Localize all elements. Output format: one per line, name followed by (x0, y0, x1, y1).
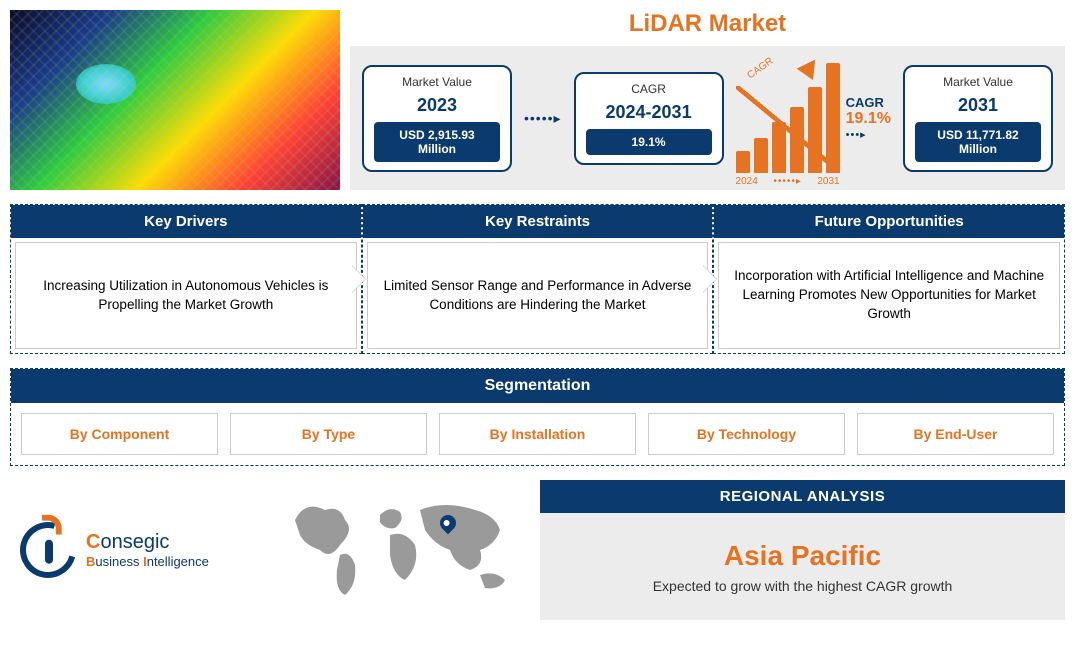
logo-rest: usiness (95, 554, 143, 569)
cagr-viz-wrap: CAGR 2024 •••••▸ 2031 CAGR 19.1% •••▸ (736, 63, 891, 173)
seg-item-technology: By Technology (648, 413, 845, 455)
world-map-block (280, 480, 530, 620)
driver-card-key-restraints: Key Restraints Limited Sensor Range and … (362, 204, 714, 354)
segmentation-section: Segmentation By Component By Type By Ins… (10, 368, 1065, 466)
cagr-years: 2024 •••••▸ 2031 (736, 176, 840, 187)
driver-header: Future Opportunities (714, 205, 1064, 238)
stat-value: USD 2,915.93 Million (374, 122, 500, 162)
stat-card-cagr: CAGR 2024-2031 19.1% (574, 72, 724, 165)
cagr-year-start: 2024 (736, 176, 758, 187)
stat-card-2023: Market Value 2023 USD 2,915.93 Million (362, 65, 512, 172)
cagr-trend-line (736, 86, 830, 163)
cagr-bar-chart: CAGR 2024 •••••▸ 2031 (736, 63, 840, 173)
bottom-row: Consegic Business Intelligence REGIONAL … (10, 480, 1065, 620)
logo-block: Consegic Business Intelligence (10, 480, 270, 620)
stat-year: 2024-2031 (606, 102, 692, 123)
cagr-text-pct: 19.1% (846, 110, 891, 128)
regional-region-name: Asia Pacific (724, 540, 881, 572)
logo-b: B (86, 554, 95, 569)
driver-card-future-opportunities: Future Opportunities Incorporation with … (713, 204, 1065, 354)
stat-label: Market Value (943, 75, 1013, 89)
logo-rest: ntelligence (147, 554, 209, 569)
driver-header: Key Drivers (11, 205, 361, 238)
logo-rest: onsegic (100, 531, 169, 553)
title-block: LiDAR Market Market Value 2023 USD 2,915… (350, 10, 1065, 190)
seg-item-component: By Component (21, 413, 218, 455)
seg-item-end-user: By End-User (857, 413, 1054, 455)
seg-item-type: By Type (230, 413, 427, 455)
stat-label: Market Value (402, 75, 472, 89)
stat-label: CAGR (631, 82, 666, 96)
logo-line-1: Consegic (86, 530, 209, 554)
cagr-year-end: 2031 (817, 176, 839, 187)
connector-dots: •••••▸ (524, 110, 562, 127)
cagr-arrow-icon (796, 54, 823, 80)
stat-bar: Market Value 2023 USD 2,915.93 Million •… (350, 46, 1065, 190)
logo-text: Consegic Business Intelligence (86, 530, 209, 570)
regional-analysis-block: REGIONAL ANALYSIS Asia Pacific Expected … (540, 480, 1065, 620)
seg-item-installation: By Installation (439, 413, 636, 455)
regional-subtitle: Expected to grow with the highest CAGR g… (653, 578, 953, 594)
driver-card-key-drivers: Key Drivers Increasing Utilization in Au… (10, 204, 362, 354)
driver-body: Limited Sensor Range and Performance in … (367, 242, 709, 349)
drivers-row: Key Drivers Increasing Utilization in Au… (10, 204, 1065, 354)
cagr-curve-label: CAGR (745, 56, 775, 82)
driver-body: Increasing Utilization in Autonomous Veh… (15, 242, 357, 349)
cagr-text-label: CAGR (846, 95, 891, 110)
stat-value: USD 11,771.82 Million (915, 122, 1041, 162)
cagr-text-block: CAGR 19.1% •••▸ (846, 95, 891, 141)
driver-header: Key Restraints (363, 205, 713, 238)
lidar-hero-image (10, 10, 340, 190)
world-map-icon (285, 490, 525, 610)
driver-body: Incorporation with Artificial Intelligen… (718, 242, 1060, 349)
logo-line-2: Business Intelligence (86, 554, 209, 570)
connector-dots: •••▸ (846, 128, 891, 141)
regional-body: Asia Pacific Expected to grow with the h… (540, 513, 1065, 620)
stat-year: 2023 (417, 95, 457, 116)
logo-mark-icon (10, 512, 86, 588)
regional-header: REGIONAL ANALYSIS (540, 480, 1065, 513)
main-title: LiDAR Market (350, 10, 1065, 38)
logo-c: C (86, 531, 100, 553)
segmentation-body: By Component By Type By Installation By … (11, 403, 1064, 465)
stat-value: 19.1% (586, 129, 712, 155)
stat-card-2031: Market Value 2031 USD 11,771.82 Million (903, 65, 1053, 172)
segmentation-header: Segmentation (11, 369, 1064, 403)
stat-year: 2031 (958, 95, 998, 116)
top-row: LiDAR Market Market Value 2023 USD 2,915… (10, 10, 1065, 190)
